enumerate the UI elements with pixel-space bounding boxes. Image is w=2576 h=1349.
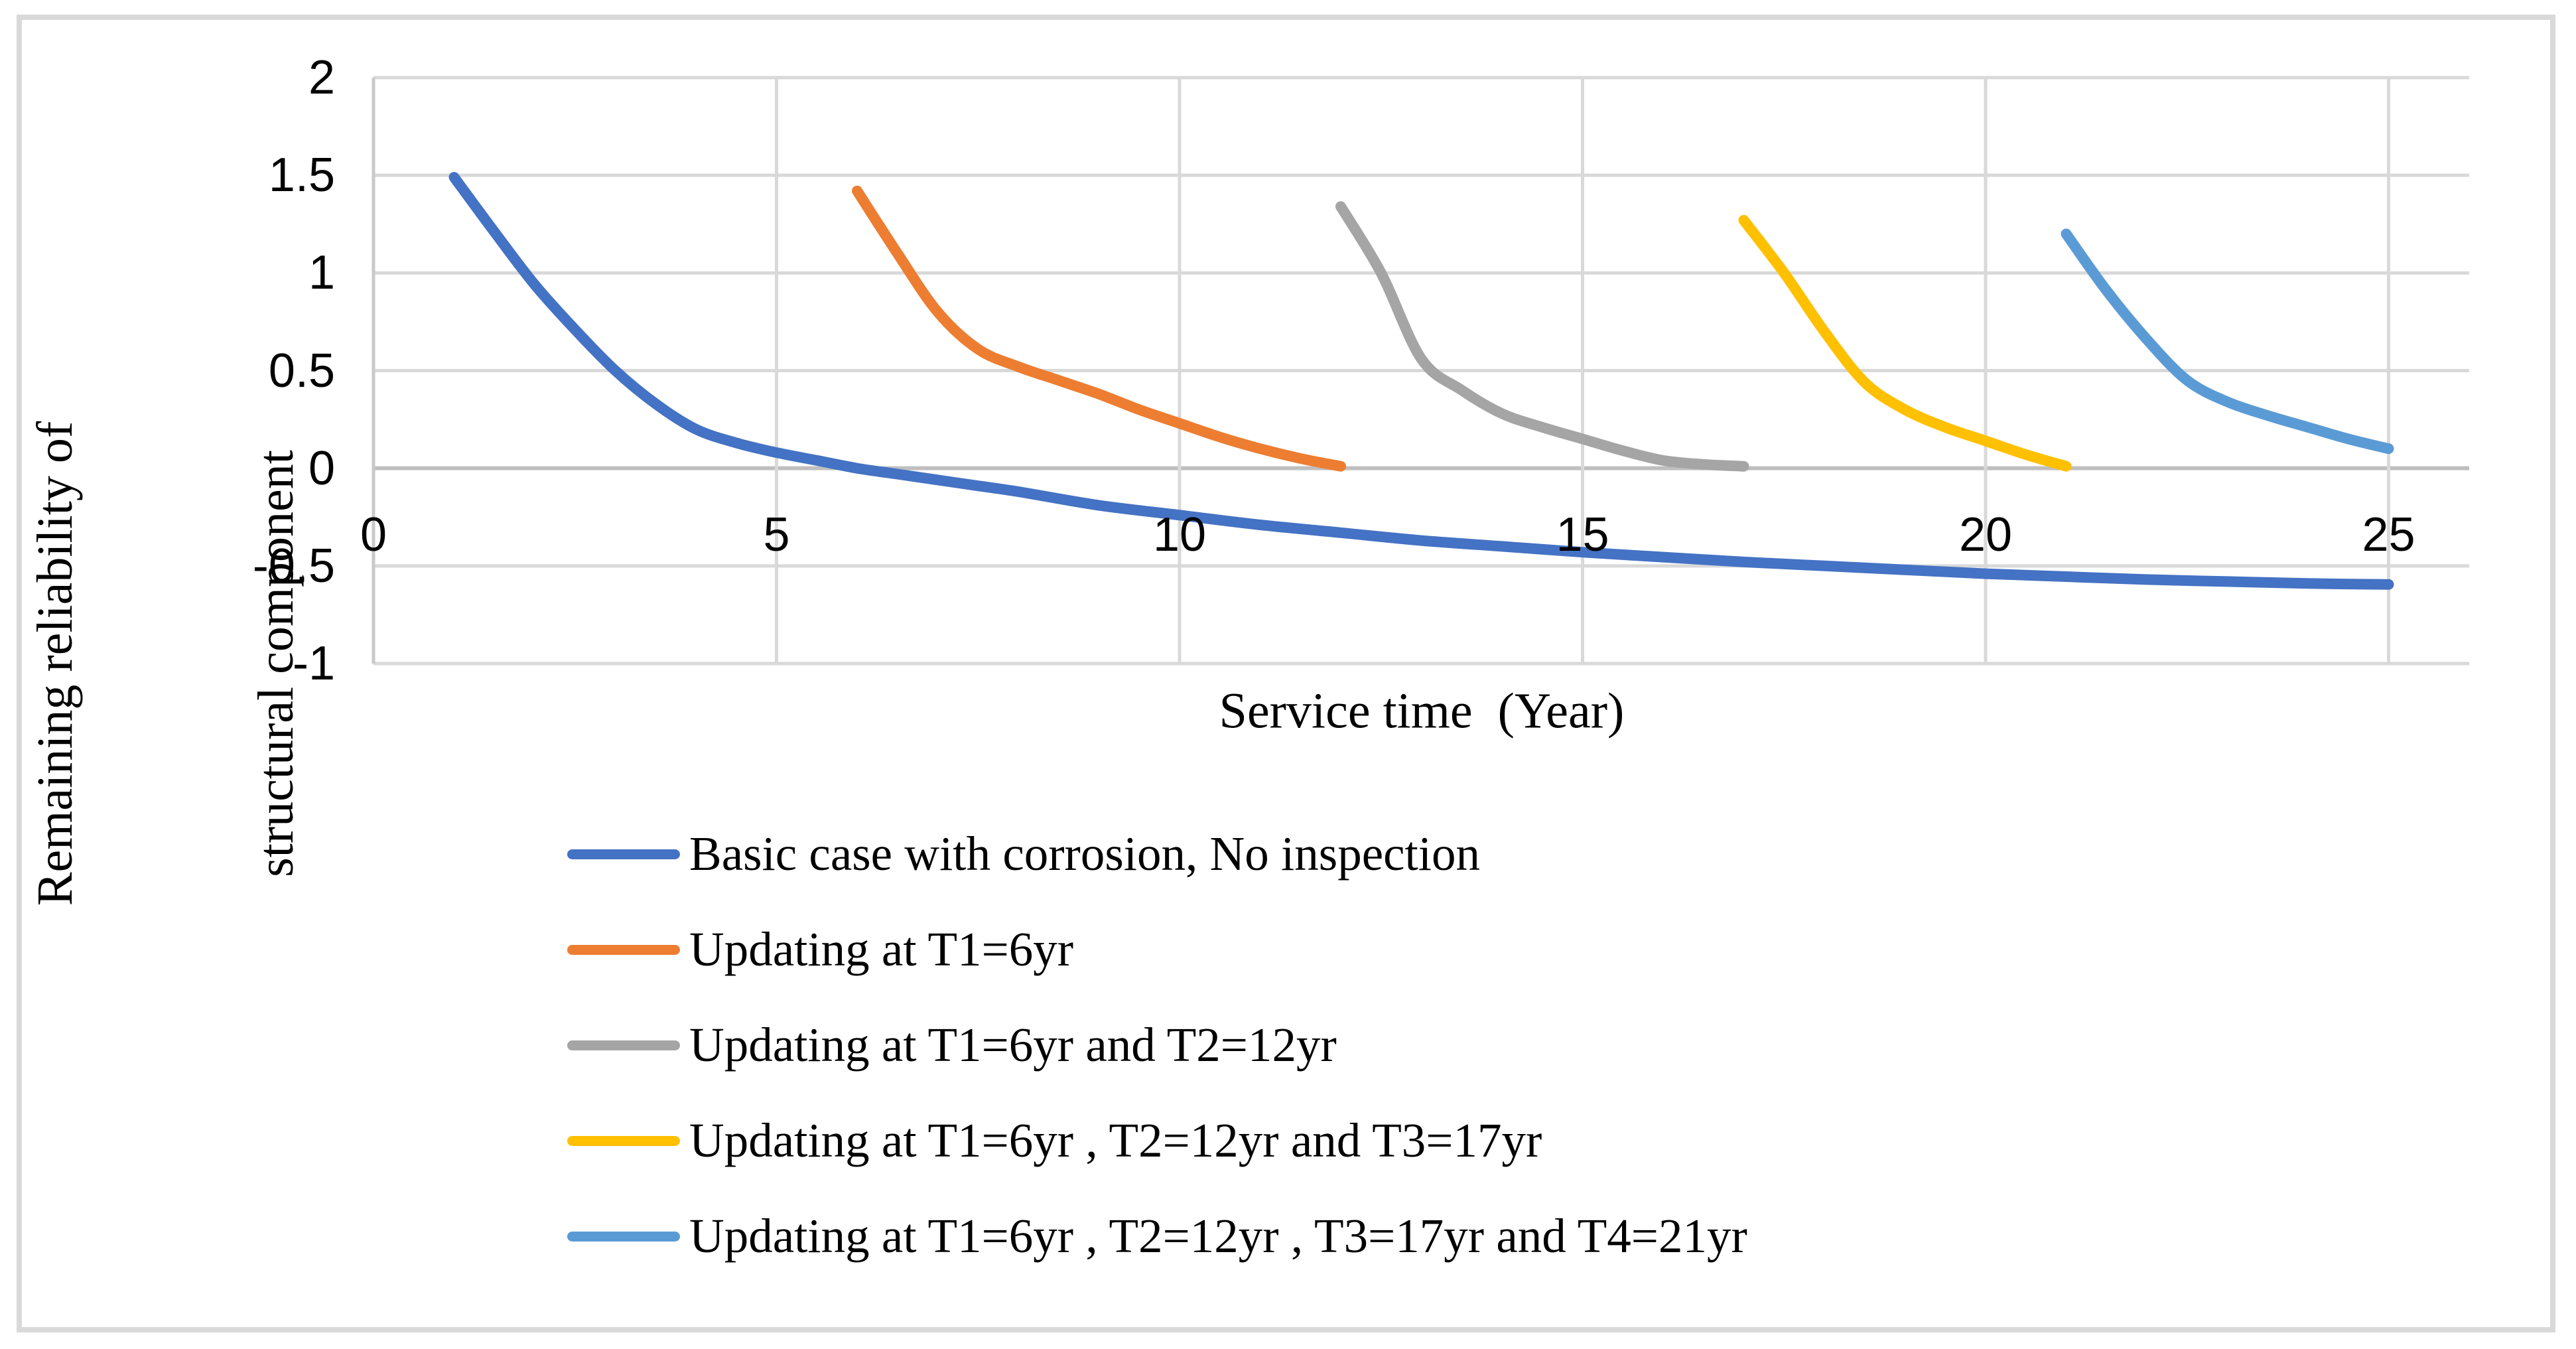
y-tick-label: -0.5	[252, 539, 335, 593]
y-tick-label: 2	[308, 51, 335, 104]
y-tick-label: 0	[308, 441, 335, 495]
y-tick-label: -1	[292, 637, 335, 690]
series-line-5	[2061, 228, 2394, 455]
x-axis-title: Service time (Year)	[1219, 683, 1625, 739]
legend-swatch	[567, 849, 680, 859]
x-tick-label: 0	[360, 508, 387, 561]
legend-swatch	[567, 1231, 680, 1242]
legend-item: Updating at T1=6yr , T2=12yr , T3=17yr a…	[567, 1188, 1747, 1284]
legend-item: Basic case with corrosion, No inspection	[567, 806, 1747, 902]
y-axis-title-line2: structural component	[248, 450, 304, 877]
legend-item: Updating at T1=6yr and T2=12yr	[567, 997, 1747, 1093]
legend-swatch	[567, 944, 680, 955]
y-axis-title: Remaining reliability of structural comp…	[0, 100, 460, 1228]
legend-label: Updating at T1=6yr , T2=12yr and T3=17yr	[689, 1113, 1542, 1167]
legend-swatch	[567, 1135, 680, 1146]
y-tick-label: 0.5	[268, 344, 335, 397]
legend-item: Updating at T1=6yr , T2=12yr and T3=17yr	[567, 1093, 1747, 1188]
legend-label: Basic case with corrosion, No inspection	[689, 827, 1481, 881]
y-tick-label: 1	[308, 246, 335, 300]
legend-item: Updating at T1=6yr	[567, 902, 1747, 997]
legend-swatch	[567, 1040, 680, 1050]
legend-label: Updating at T1=6yr and T2=12yr	[689, 1018, 1337, 1072]
x-tick-label: 20	[1958, 508, 2013, 561]
y-axis-title-line1: Remaining reliability of	[27, 421, 83, 906]
x-tick-label: 10	[1152, 508, 1207, 561]
series-line-2	[852, 185, 1346, 472]
y-tick-label: 1.5	[268, 149, 335, 202]
x-tick-label: 15	[1556, 508, 1609, 561]
series-line-1	[448, 172, 2394, 590]
legend-label: Updating at T1=6yr , T2=12yr , T3=17yr a…	[689, 1209, 1747, 1263]
legend: Basic case with corrosion, No inspection…	[567, 806, 1747, 1284]
x-tick-label: 25	[2362, 508, 2415, 561]
series-line-3	[1335, 201, 1749, 472]
series-line-4	[1738, 214, 2072, 472]
figure-border	[17, 15, 2555, 1332]
x-tick-label: 5	[763, 508, 790, 561]
legend-label: Updating at T1=6yr	[689, 922, 1074, 976]
